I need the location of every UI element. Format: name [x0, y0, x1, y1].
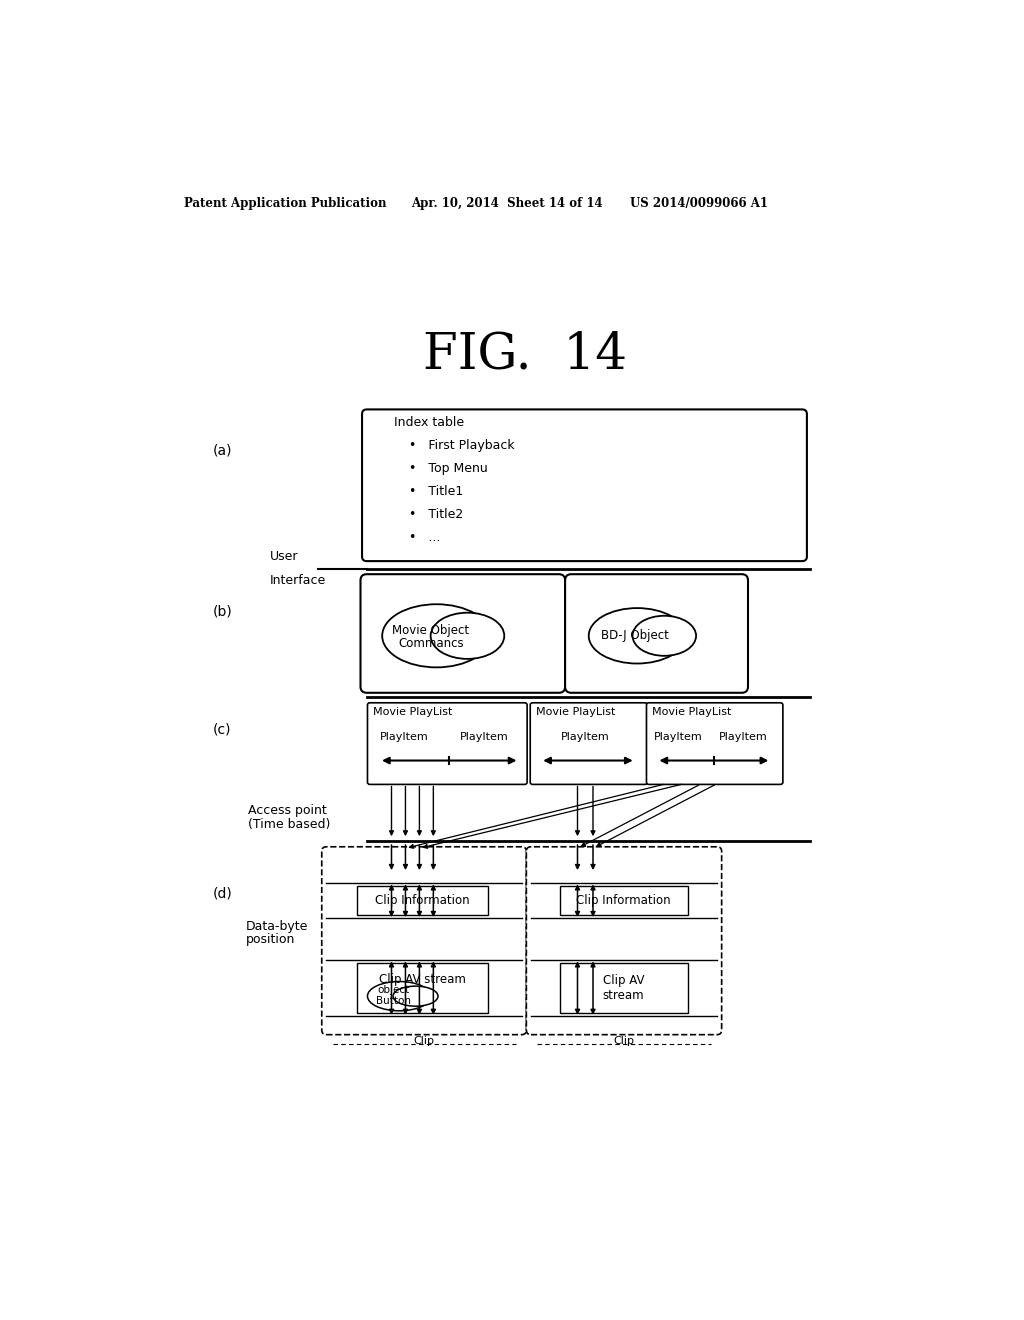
Ellipse shape [633, 616, 696, 656]
Text: Movie PlayList: Movie PlayList [652, 708, 731, 717]
Ellipse shape [589, 609, 686, 664]
Text: Clip Information: Clip Information [577, 894, 671, 907]
Text: (d): (d) [213, 887, 233, 900]
Text: US 2014/0099066 A1: US 2014/0099066 A1 [630, 197, 768, 210]
Bar [356, 886, 488, 915]
Text: Movie PlayList: Movie PlayList [536, 708, 615, 717]
Text: •   Title1: • Title1 [410, 484, 464, 498]
Text: position: position [246, 933, 295, 945]
Text: •   ...: • ... [410, 531, 440, 544]
Text: object: object [378, 985, 410, 995]
Text: •   First Playback: • First Playback [410, 438, 515, 451]
Text: PlayItem: PlayItem [654, 733, 702, 742]
Text: Clip Information: Clip Information [375, 894, 470, 907]
Text: •   Title2: • Title2 [410, 508, 464, 521]
Text: PlayItem: PlayItem [460, 733, 509, 742]
Ellipse shape [368, 982, 431, 1011]
Text: (c): (c) [213, 723, 231, 737]
Text: FIG.  14: FIG. 14 [423, 330, 627, 379]
Text: Index table: Index table [394, 416, 464, 429]
Text: PlayItem: PlayItem [380, 733, 429, 742]
Text: (b): (b) [213, 605, 233, 618]
FancyBboxPatch shape [360, 574, 565, 693]
Text: BD-J Object: BD-J Object [601, 630, 669, 643]
Text: User: User [270, 550, 298, 564]
Text: Patent Application Publication: Patent Application Publication [183, 197, 386, 210]
Text: PlayItem: PlayItem [561, 733, 609, 742]
Text: Commancs: Commancs [398, 638, 464, 649]
Text: Interface: Interface [270, 574, 326, 587]
Text: (a): (a) [213, 444, 232, 458]
Text: PlayItem: PlayItem [719, 733, 768, 742]
Ellipse shape [382, 605, 490, 668]
Text: Clip AV stream: Clip AV stream [379, 973, 466, 986]
Text: Movie PlayList: Movie PlayList [373, 708, 453, 717]
Text: Movie Object: Movie Object [392, 624, 470, 638]
FancyBboxPatch shape [526, 847, 722, 1035]
Bar [356, 964, 488, 1014]
Text: Data-byte: Data-byte [246, 920, 308, 933]
FancyBboxPatch shape [530, 702, 647, 784]
FancyBboxPatch shape [362, 409, 807, 561]
FancyBboxPatch shape [646, 702, 783, 784]
Text: Clip: Clip [613, 1036, 635, 1047]
Text: (Time based): (Time based) [248, 818, 331, 832]
Bar [560, 964, 687, 1014]
Text: Clip: Clip [414, 1036, 434, 1047]
Text: •   Top Menu: • Top Menu [410, 462, 488, 475]
Text: Apr. 10, 2014  Sheet 14 of 14: Apr. 10, 2014 Sheet 14 of 14 [411, 197, 602, 210]
Ellipse shape [431, 612, 504, 659]
FancyBboxPatch shape [322, 847, 526, 1035]
Ellipse shape [393, 986, 438, 1006]
Bar [560, 886, 687, 915]
Text: Clip AV
stream: Clip AV stream [603, 974, 644, 1002]
FancyBboxPatch shape [368, 702, 527, 784]
FancyBboxPatch shape [565, 574, 748, 693]
Text: Access point: Access point [248, 804, 327, 817]
Text: Button: Button [377, 995, 412, 1006]
